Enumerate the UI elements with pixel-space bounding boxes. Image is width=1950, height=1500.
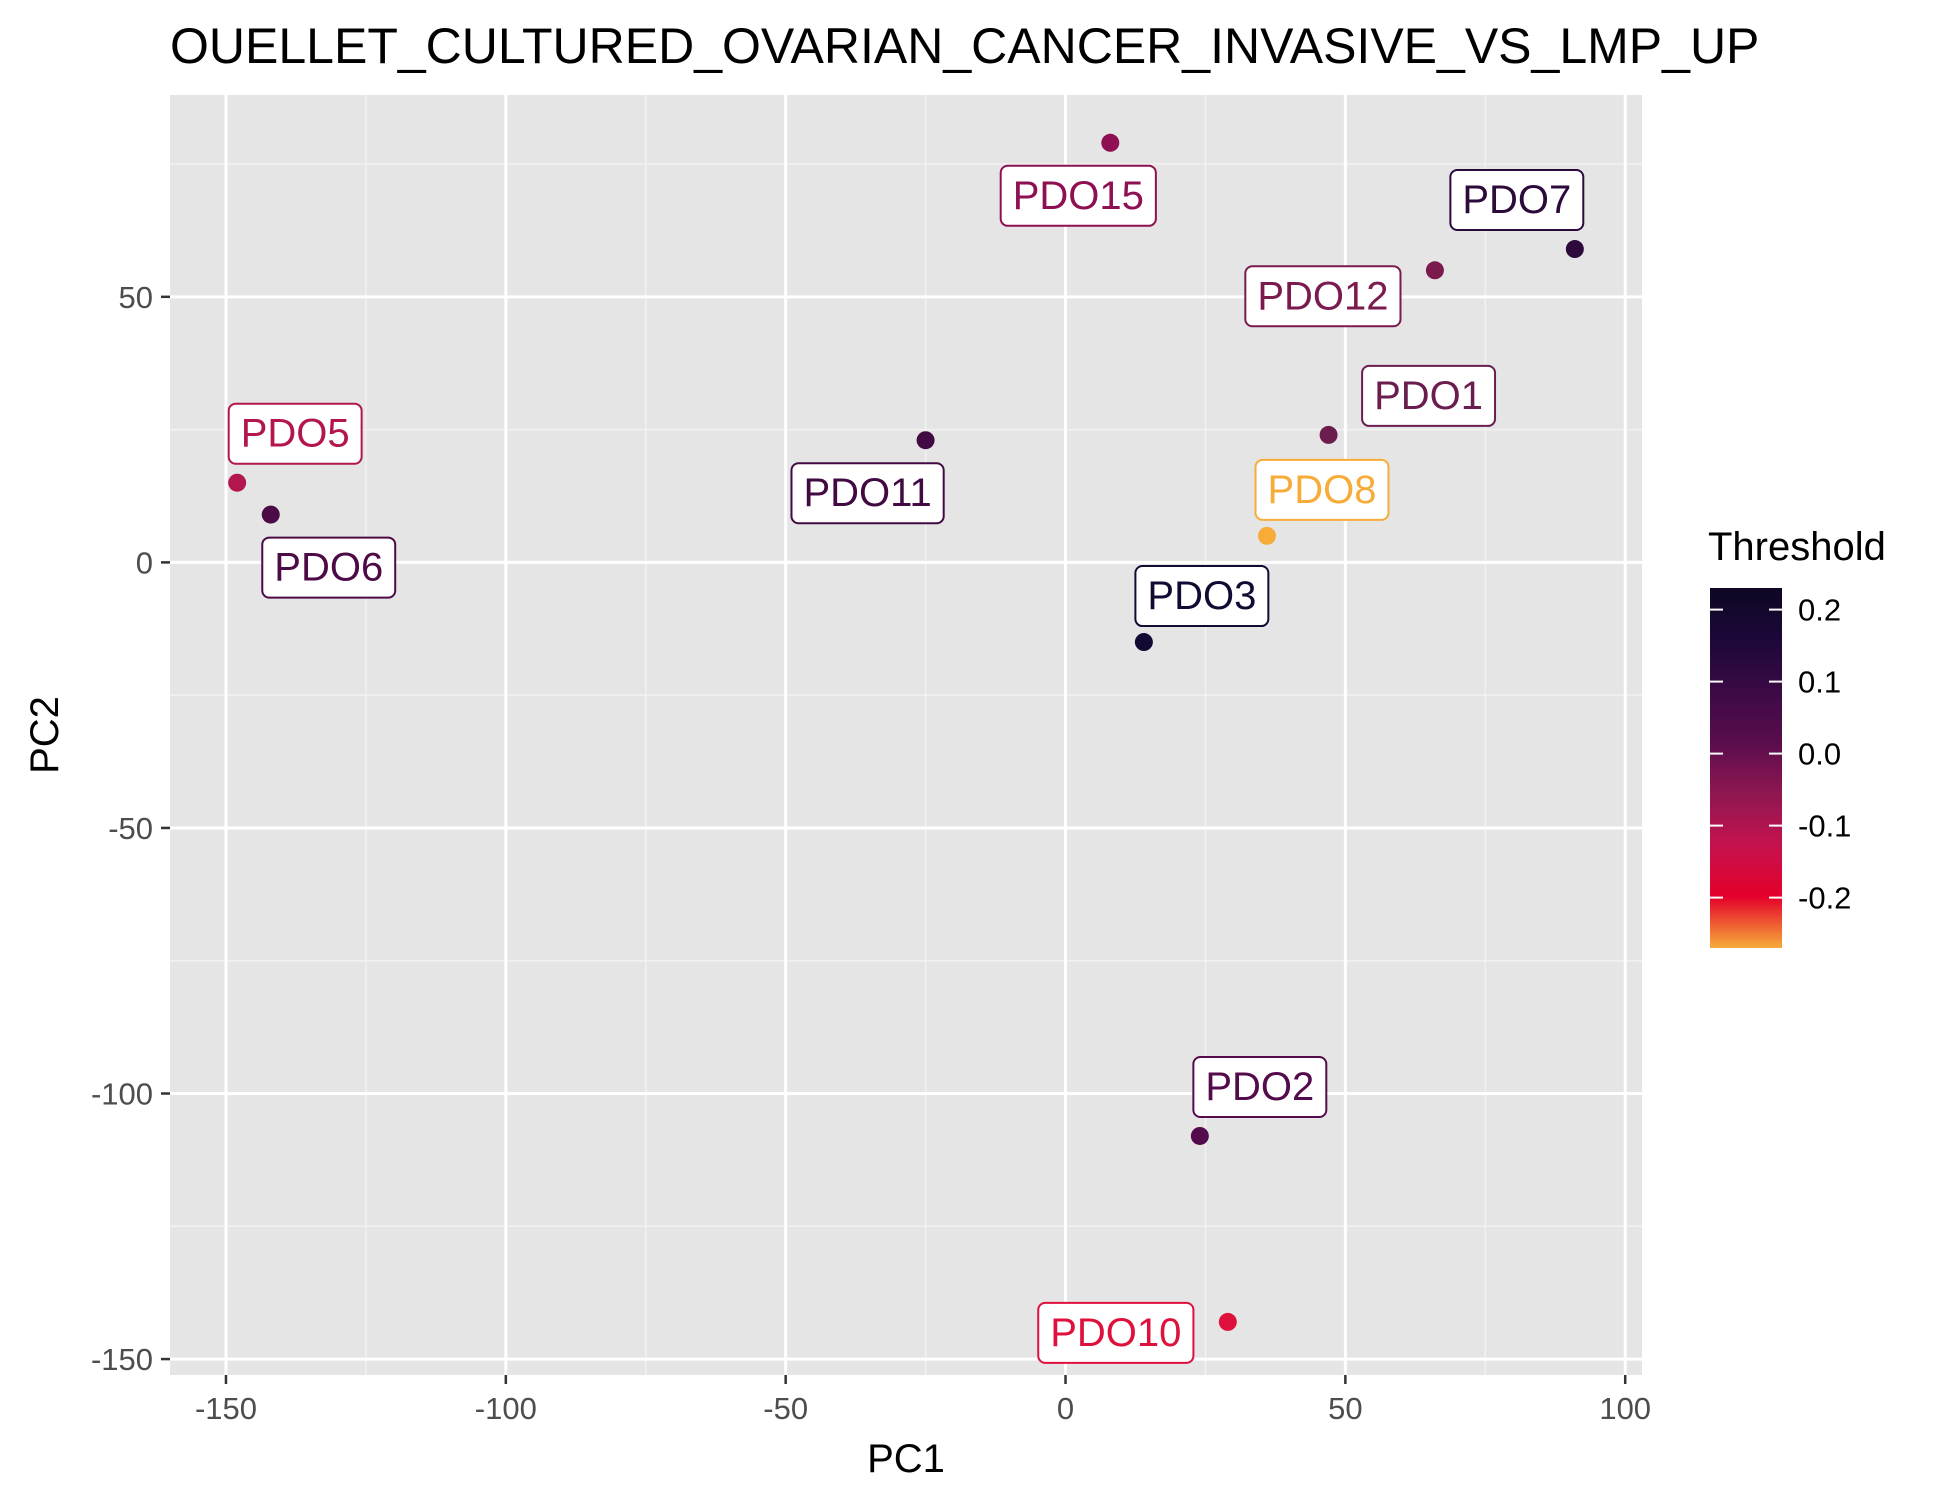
data-point-pdo5 <box>228 473 247 492</box>
x-tick-label: -150 <box>195 1391 257 1426</box>
point-label-pdo6: PDO6 <box>261 536 397 599</box>
point-label-pdo8: PDO8 <box>1254 458 1390 521</box>
label-text: PDO8 <box>1268 468 1377 512</box>
label-box <box>261 536 397 599</box>
y-tick-label: -150 <box>91 1342 153 1377</box>
legend-tick-label: -0.1 <box>1798 809 1851 844</box>
point-label-pdo3: PDO3 <box>1134 565 1270 628</box>
y-tick-label: 50 <box>119 280 153 315</box>
x-axis: -150 -100 -50 0 50 100 <box>195 1375 1651 1426</box>
label-box <box>1037 1301 1195 1364</box>
point-label-pdo1: PDO1 <box>1361 364 1497 427</box>
legend-ticks: 0.2 0.1 0.0 -0.1 -0.2 <box>1710 593 1851 916</box>
data-point-pdo8 <box>1258 526 1277 545</box>
y-tick-label: 0 <box>136 545 153 580</box>
y-axis: -150 -100 -50 0 50 <box>91 280 170 1377</box>
label-box <box>790 462 945 525</box>
label-text: PDO12 <box>1257 274 1388 318</box>
x-tick-label: -100 <box>475 1391 537 1426</box>
chart-title: OUELLET_CULTURED_OVARIAN_CANCER_INVASIVE… <box>170 18 1759 74</box>
label-text: PDO2 <box>1205 1065 1314 1109</box>
label-text: PDO3 <box>1147 574 1256 618</box>
point-label-pdo15: PDO15 <box>999 164 1157 227</box>
legend-tick-label: 0.1 <box>1798 665 1841 700</box>
legend-tick-label: -0.2 <box>1798 881 1851 916</box>
label-text: PDO11 <box>803 471 931 515</box>
legend-title: Threshold <box>1708 525 1886 569</box>
label-text: PDO6 <box>274 546 383 590</box>
x-tick-label: -50 <box>763 1391 808 1426</box>
data-point-pdo11 <box>916 431 935 450</box>
data-points <box>228 133 1584 1331</box>
label-box <box>1192 1055 1328 1118</box>
data-point-pdo1 <box>1319 425 1338 444</box>
point-label-pdo5: PDO5 <box>227 402 363 465</box>
label-text: PDO7 <box>1462 178 1571 222</box>
label-box <box>1449 169 1585 232</box>
legend-tick-label: 0.0 <box>1798 737 1841 772</box>
legend-colorbar <box>1710 588 1782 948</box>
point-label-pdo10: PDO10 <box>1037 1301 1195 1364</box>
data-point-pdo3 <box>1134 633 1153 652</box>
label-box <box>227 402 363 465</box>
label-text: PDO10 <box>1050 1311 1181 1355</box>
x-tick-label: 50 <box>1328 1391 1362 1426</box>
y-tick-label: -100 <box>91 1077 153 1112</box>
grid-minor <box>170 95 1642 1375</box>
data-point-pdo7 <box>1565 240 1584 259</box>
point-label-pdo12: PDO12 <box>1244 265 1402 328</box>
label-box <box>999 164 1157 227</box>
label-text: PDO1 <box>1374 374 1483 418</box>
data-point-pdo10 <box>1218 1312 1237 1331</box>
point-label-pdo11: PDO11 <box>790 462 945 525</box>
legend: Threshold 0.2 0.1 0.0 -0.1 -0.2 <box>1708 525 1886 948</box>
data-point-pdo2 <box>1190 1126 1209 1145</box>
grid-major <box>170 95 1642 1375</box>
label-box <box>1254 458 1390 521</box>
label-box <box>1134 565 1270 628</box>
y-axis-title: PC2 <box>23 696 67 774</box>
data-point-pdo12 <box>1425 261 1444 280</box>
plot-panel <box>170 95 1642 1375</box>
data-point-pdo6 <box>261 505 280 524</box>
data-point-pdo15 <box>1101 133 1120 152</box>
x-axis-title: PC1 <box>867 1437 945 1481</box>
label-box <box>1361 364 1497 427</box>
label-text: PDO15 <box>1013 174 1144 218</box>
x-tick-label: 100 <box>1599 1391 1651 1426</box>
y-tick-label: -50 <box>108 811 153 846</box>
point-labels: PDO15 PDO7 PDO12 PDO1 PDO5 PDO6 PDO11 PDO8 PDO3 P… <box>227 164 1585 1364</box>
legend-tick-label: 0.2 <box>1798 593 1841 628</box>
point-label-pdo7: PDO7 <box>1449 169 1585 232</box>
label-text: PDO5 <box>241 412 350 456</box>
point-label-pdo2: PDO2 <box>1192 1055 1328 1118</box>
x-tick-label: 0 <box>1057 1391 1074 1426</box>
label-box <box>1244 265 1402 328</box>
